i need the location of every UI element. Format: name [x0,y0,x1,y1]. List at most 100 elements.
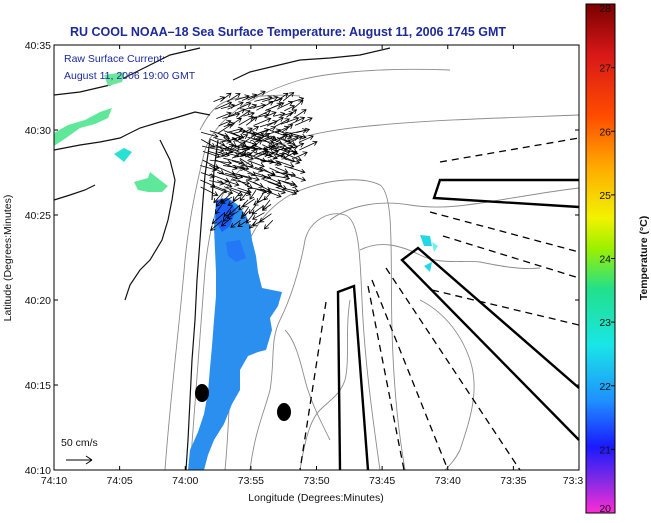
current-arrow [223,152,240,158]
current-arrow [209,173,230,183]
current-arrow [285,131,307,140]
current-arrow [227,197,241,206]
current-arrow [292,99,304,110]
current-arrow [283,172,307,182]
y-tick-label: 40:15 [25,380,51,392]
current-arrow [237,152,254,160]
current-arrow [227,93,241,102]
current-arrow [230,117,242,126]
current-arrow [231,160,246,167]
y-tick-label: 40:30 [25,125,51,137]
colorbar-label: Temperature (°C) [638,216,650,301]
current-arrow [232,172,253,181]
x-tick-label: 73:50 [303,475,329,487]
current-arrow [262,144,279,153]
y-tick-label: 40:35 [25,40,51,52]
sst-patch-east-2 [424,262,432,272]
current-arrow [292,142,305,149]
y-tick-label: 40:20 [25,295,51,307]
current-arrow [263,192,272,201]
sst-patches [54,72,438,470]
colorbar-tick-label: 25 [599,190,611,202]
current-arrow [268,187,286,195]
current-arrow [259,137,276,147]
current-arrow [237,219,249,227]
current-arrow [262,152,278,160]
current-arrow [282,138,296,146]
current-arrow [215,198,223,207]
current-arrow [284,105,296,112]
x-axis-label: Longitude (Degrees:Minutes) [248,492,383,504]
current-arrow [245,212,255,224]
current-arrow [241,127,253,134]
current-arrow [210,220,223,231]
current-arrow [280,116,300,125]
current-arrow [218,119,232,127]
colorbar [585,3,616,514]
current-arrow [293,109,307,119]
current-arrow [217,180,233,188]
current-arrow [209,138,226,147]
chart-title: RU COOL NOAA–18 Sea Surface Temperature:… [70,25,506,39]
current-arrow [224,180,240,187]
current-arrow [242,198,255,208]
current-arrow [299,140,318,151]
current-arrow [263,220,274,230]
sst-plume-inner [226,240,246,262]
current-arrow [230,219,241,228]
current-arrow [267,174,291,181]
current-arrow [216,111,232,119]
sst-patch-small [114,148,132,162]
current-arrow [239,158,254,167]
current-arrow [215,186,234,195]
current-arrow [262,95,279,103]
current-arrow [253,198,266,206]
current-arrow [270,143,287,150]
current-arrow [282,187,300,194]
current-arrow [276,92,289,102]
current-arrow [266,116,284,127]
current-arrow [296,127,311,134]
current-arrow [245,116,258,126]
scale-label: 50 cm/s [61,437,98,449]
current-arrow [228,108,246,117]
current-arrow [220,92,232,102]
colorbar-tick-label: 28 [599,3,611,15]
current-arrow [267,136,283,145]
current-arrow [230,131,245,139]
colorbar-tick-label: 23 [599,317,611,329]
current-arrow [239,189,250,202]
current-arrow [294,116,313,126]
current-arrow [241,93,258,101]
x-tick-label: 73:45 [369,475,395,487]
current-arrow [267,159,283,166]
x-tick-label: 74:10 [41,475,67,487]
current-arrow [261,174,282,185]
current-arrow [245,165,264,173]
annotation-line1: Raw Surface Current: [64,53,165,65]
x-tick-label: 73:55 [238,475,264,487]
current-arrow [284,145,298,154]
current-arrow [216,172,239,180]
current-arrow [237,110,251,119]
current-arrow [237,102,252,110]
current-arrow [253,117,272,126]
x-tick-label: 73:3 [563,475,584,487]
shipping-lanes-solid [336,178,580,471]
current-arrow [276,100,294,110]
current-arrow [222,212,231,223]
coastline [53,47,391,471]
annotation-line2: August 11, 2006 19:00 GMT [64,70,196,82]
current-arrow [237,173,260,182]
current-arrow [275,125,290,134]
current-arrow [269,129,293,140]
current-arrow [243,111,255,117]
current-arrow [262,126,276,133]
current-arrow [220,218,231,227]
current-arrow [275,186,298,196]
scale-arrow [66,455,93,465]
current-arrow [252,218,265,227]
sst-patch-east-1 [420,235,432,246]
current-arrow [284,165,306,174]
